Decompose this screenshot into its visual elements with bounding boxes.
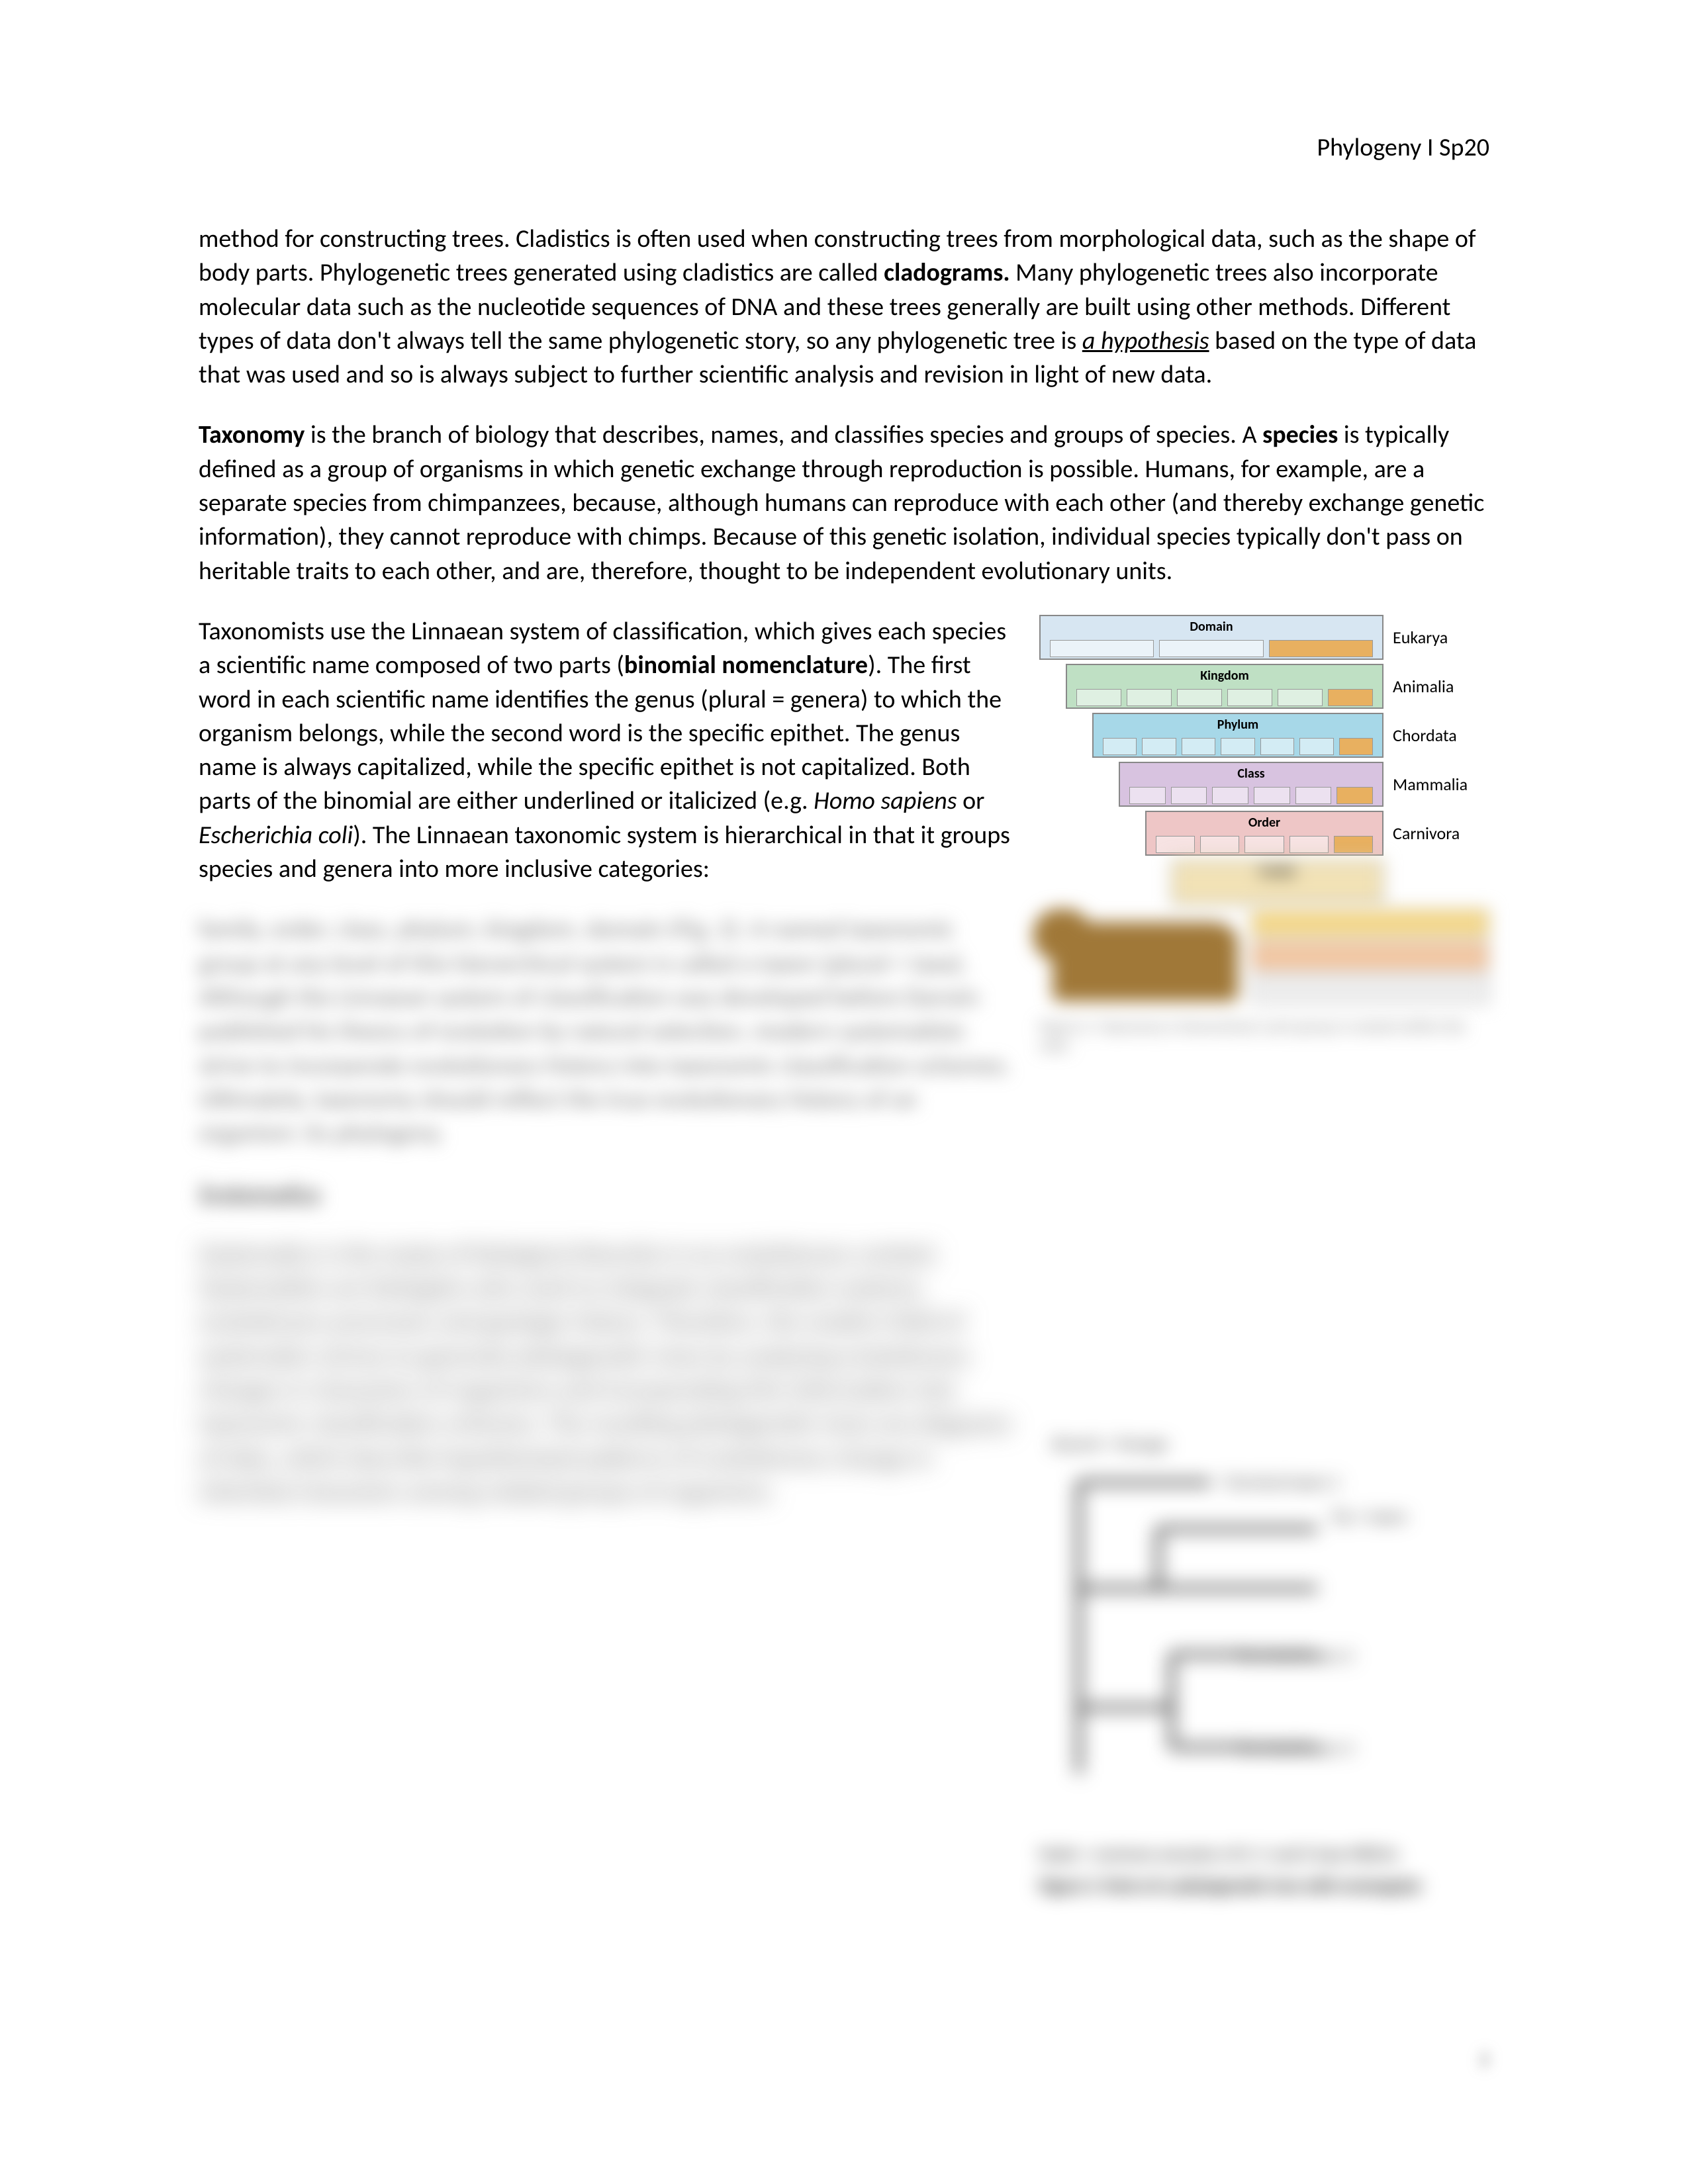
taxonomy-example-label: Mammalia [1383, 774, 1483, 795]
taxonomy-subcell [1127, 689, 1172, 706]
term-hypothesis: a hypothesis [1082, 326, 1209, 356]
taxonomy-subcell [1260, 738, 1294, 755]
paragraph-taxonomy: Taxonomy is the branch of biology that d… [199, 418, 1489, 588]
text: or [957, 786, 985, 816]
taxonomy-subcell [1334, 836, 1373, 853]
taxonomy-subcell [1142, 738, 1176, 755]
taxonomy-subcell [1050, 640, 1154, 657]
taxonomy-level-name: Phylum [1094, 717, 1382, 733]
heading-systematics: Systematics [199, 1177, 1013, 1210]
svg-text:Branch = lineage: Branch = lineage [1053, 1433, 1168, 1454]
taxonomy-box: Class [1119, 762, 1383, 807]
leopard-icon [1053, 922, 1238, 1001]
svg-text:Terminal taxon 3: Terminal taxon 3 [1238, 1737, 1354, 1758]
example-e-coli: Escherichia coli [199, 820, 353, 850]
taxonomy-level-name: Family [1173, 864, 1382, 880]
taxonomy-subcell [1076, 689, 1121, 706]
taxonomy-subcell [1200, 836, 1239, 853]
term-species: species [1262, 420, 1338, 450]
taxonomy-row-kingdom: KingdomAnimalia [1066, 664, 1489, 709]
taxonomy-subcell [1159, 640, 1263, 657]
taxonomy-box: Kingdom [1066, 664, 1383, 709]
taxonomy-example-label: Animalia [1383, 676, 1483, 697]
taxonomy-subcell [1299, 738, 1333, 755]
taxonomy-subcell [1177, 689, 1222, 706]
taxonomy-subcell [1254, 787, 1290, 804]
taxonomy-level-name: Kingdom [1067, 668, 1382, 684]
svg-text:Terminal taxon 1: Terminal taxon 1 [1225, 1471, 1340, 1492]
taxonomy-subcell [1339, 738, 1373, 755]
taxonomy-subcell [1221, 738, 1254, 755]
taxonomy-example-label: Carnivora [1383, 823, 1483, 844]
taxonomy-row-order: OrderCarnivora [1145, 811, 1489, 856]
taxonomy-example-label: Eukarya [1383, 627, 1483, 648]
taxonomy-subcell [1289, 836, 1329, 853]
taxonomy-box: Phylum [1092, 713, 1383, 758]
figure-2-caption: Figure 2. Taxonomy is hierarchical; each… [1039, 1017, 1489, 1056]
taxonomy-subcell [1156, 836, 1195, 853]
taxonomy-row-domain: DomainEukarya [1039, 615, 1489, 660]
tree-caption-1: Node = common ancestor of X, Y, and Z ta… [1039, 1843, 1489, 1866]
taxonomy-box: Family [1172, 860, 1383, 905]
term-cladograms: cladograms. [884, 257, 1009, 288]
term-taxonomy: Taxonomy [199, 420, 305, 450]
example-homo-sapiens: Homo sapiens [814, 786, 957, 816]
term-binomial-nomenclature: binomial nomenclature [624, 650, 868, 680]
paragraph-blurred-hierarchy: family, order, class, phylum, kingdom, d… [199, 913, 1013, 1150]
text: is the branch of biology that describes,… [305, 420, 1262, 450]
paragraph-blurred-systematics: Systematics is the study of biological d… [199, 1238, 1013, 1509]
taxonomy-subcell [1182, 738, 1215, 755]
taxonomy-row-family: Family [1172, 860, 1489, 905]
taxonomy-subcell [1103, 738, 1137, 755]
taxonomy-subcell [1328, 689, 1373, 706]
taxonomy-subcell [1227, 689, 1272, 706]
paragraph-cladistics: method for constructing trees. Cladistic… [199, 222, 1489, 392]
taxonomy-level-name: Order [1147, 815, 1382, 831]
taxonomy-subcell [1244, 836, 1284, 853]
figure-taxonomy-hierarchy: DomainEukaryaKingdomAnimaliaPhylumChorda… [1039, 615, 1489, 1056]
taxonomy-row-phylum: PhylumChordata [1092, 713, 1489, 758]
taxonomy-subcell [1269, 640, 1373, 657]
svg-text:Tip = taxon: Tip = taxon [1331, 1506, 1407, 1527]
taxonomy-subcell [1129, 787, 1166, 804]
page-number: 2 [1479, 2047, 1489, 2071]
taxonomy-subcell [1295, 787, 1332, 804]
taxonomy-subcell [1336, 787, 1373, 804]
taxonomy-subcell [1171, 787, 1207, 804]
taxonomy-subcell [1212, 787, 1248, 804]
taxonomy-example-label: Chordata [1383, 725, 1483, 746]
taxonomy-subcell [1278, 689, 1323, 706]
page-header: Phylogeny I Sp20 [199, 132, 1489, 163]
taxonomy-level-name: Class [1120, 766, 1382, 782]
tree-caption-2: Figure 3. Parts of a phylogenetic tree w… [1039, 1875, 1489, 1897]
taxonomy-lower-blurred [1039, 909, 1489, 1008]
paragraph-linnaean: Taxonomists use the Linnaean system of c… [199, 615, 1013, 886]
figure-phylogenetic-tree: Branch = lineage Terminal taxon 1 Tip = … [1039, 1430, 1489, 1897]
taxonomy-row-class: ClassMammalia [1119, 762, 1489, 807]
svg-text:Terminal taxon 2: Terminal taxon 2 [1238, 1645, 1354, 1666]
taxonomy-box: Domain [1039, 615, 1383, 660]
taxonomy-level-name: Domain [1041, 619, 1382, 635]
taxonomy-box: Order [1145, 811, 1383, 856]
